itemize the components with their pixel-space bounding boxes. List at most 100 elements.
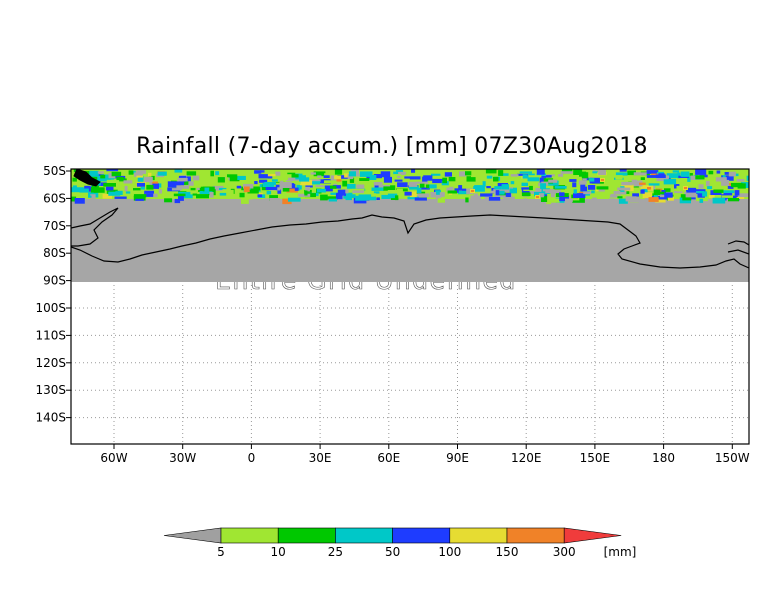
rain-cell bbox=[259, 179, 268, 183]
rain-cell bbox=[509, 188, 517, 194]
rain-cell bbox=[196, 194, 209, 199]
rain-cell bbox=[359, 178, 370, 181]
rain-cell bbox=[578, 180, 587, 185]
rain-cell bbox=[346, 183, 356, 189]
rain-cell bbox=[236, 185, 242, 189]
rain-cell bbox=[271, 179, 278, 182]
rain-cell bbox=[288, 197, 301, 202]
lon-label: 180 bbox=[652, 451, 675, 465]
rain-cell bbox=[495, 190, 500, 196]
rain-cell bbox=[423, 175, 433, 181]
rain-cell bbox=[706, 180, 710, 187]
rain-cell bbox=[573, 189, 577, 194]
rain-cell bbox=[432, 178, 443, 184]
rain-cell bbox=[696, 195, 708, 202]
rain-cell bbox=[243, 187, 256, 192]
rain-cell bbox=[486, 175, 493, 179]
rain-cell bbox=[536, 169, 545, 175]
rain-cell bbox=[444, 172, 452, 177]
rain-cell bbox=[408, 181, 418, 187]
rain-cell bbox=[560, 171, 573, 174]
map-title: Rainfall (7-day accum.) [mm] 07Z30Aug201… bbox=[136, 134, 648, 159]
rain-cell bbox=[663, 178, 677, 185]
rain-cell bbox=[495, 190, 505, 195]
rain-cell bbox=[521, 192, 531, 196]
rain-cell bbox=[396, 198, 404, 203]
rain-cell bbox=[734, 190, 740, 196]
rain-cell bbox=[133, 194, 147, 198]
rain-cell bbox=[504, 196, 508, 202]
rain-cell bbox=[103, 183, 116, 187]
rain-cell bbox=[664, 192, 673, 198]
rain-cell bbox=[619, 169, 627, 172]
rain-cell bbox=[409, 185, 419, 190]
colorbar-bin bbox=[277, 527, 336, 544]
rain-cell bbox=[225, 177, 229, 182]
rain-cell bbox=[682, 197, 692, 201]
rain-cell bbox=[186, 176, 191, 182]
rain-cell bbox=[264, 182, 276, 186]
rain-cell bbox=[394, 179, 403, 182]
rain-cell bbox=[311, 179, 321, 182]
rain-cell bbox=[215, 171, 220, 176]
rain-cell bbox=[79, 187, 89, 193]
rain-cell bbox=[288, 177, 300, 181]
rain-cell bbox=[522, 174, 528, 179]
rain-cell bbox=[749, 199, 757, 203]
rain-cell bbox=[239, 190, 247, 194]
rain-cell bbox=[721, 195, 733, 198]
rain-cell bbox=[680, 171, 690, 177]
rain-cell bbox=[397, 182, 408, 188]
rain-cell bbox=[549, 198, 560, 203]
rain-cell bbox=[373, 182, 383, 188]
rain-cell bbox=[591, 190, 595, 194]
rain-cell bbox=[510, 174, 519, 177]
rain-cell bbox=[157, 171, 167, 176]
rain-cell bbox=[135, 198, 144, 201]
rain-cell bbox=[368, 193, 376, 197]
rain-cell bbox=[296, 184, 302, 191]
rain-cell bbox=[222, 189, 228, 192]
rain-cell bbox=[540, 183, 546, 189]
rain-cell bbox=[416, 181, 429, 184]
rain-cell bbox=[404, 191, 412, 196]
rain-cell bbox=[337, 175, 349, 179]
rain-cell bbox=[608, 198, 616, 204]
rain-cell bbox=[658, 173, 665, 176]
rain-cell bbox=[352, 190, 364, 194]
rain-cell bbox=[410, 191, 417, 198]
undefined-region bbox=[71, 197, 749, 282]
lat-label: 50S bbox=[43, 164, 66, 178]
rain-cell bbox=[304, 189, 312, 196]
rain-cell bbox=[554, 186, 567, 189]
rain-cell bbox=[241, 198, 249, 204]
rain-cell bbox=[473, 186, 485, 192]
rain-cell bbox=[712, 197, 726, 204]
rain-cell bbox=[192, 193, 198, 196]
rain-cell bbox=[442, 177, 447, 184]
rain-cell bbox=[589, 178, 595, 182]
rain-cell bbox=[327, 196, 338, 200]
rain-cell bbox=[116, 177, 124, 181]
colorbar-bin bbox=[506, 527, 565, 544]
rain-cell bbox=[282, 186, 290, 192]
rain-cell bbox=[158, 183, 162, 188]
rain-cell bbox=[269, 198, 281, 202]
rain-cell bbox=[425, 184, 430, 189]
rain-cell bbox=[72, 177, 77, 182]
rain-cell bbox=[332, 185, 341, 189]
rain-cell bbox=[521, 182, 528, 186]
lat-label: 90S bbox=[43, 274, 66, 288]
rain-cell bbox=[698, 184, 704, 189]
rain-cell bbox=[125, 191, 131, 194]
rain-cell bbox=[100, 174, 106, 179]
rain-cell bbox=[539, 177, 546, 184]
rain-cell bbox=[634, 180, 639, 183]
rain-cell bbox=[737, 193, 749, 198]
rain-cell bbox=[376, 197, 380, 200]
rain-cell bbox=[699, 198, 704, 203]
rain-cell bbox=[621, 181, 633, 187]
rain-cell bbox=[97, 182, 107, 186]
lat-label: 70S bbox=[43, 219, 66, 233]
rain-cell bbox=[541, 196, 548, 202]
